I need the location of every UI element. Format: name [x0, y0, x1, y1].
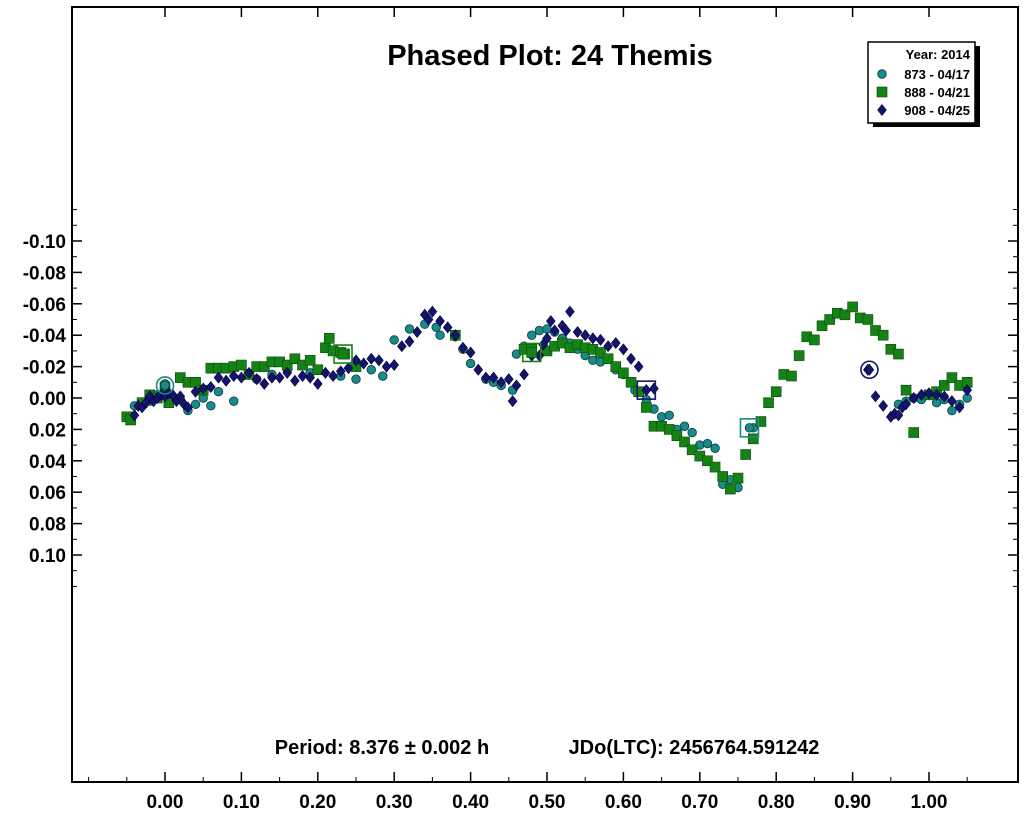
data-point	[305, 355, 315, 365]
data-point	[665, 411, 674, 420]
highlight-point	[745, 424, 754, 433]
highlight-point	[338, 349, 348, 359]
data-point	[236, 360, 246, 370]
data-point	[711, 444, 720, 453]
y-tick-label: -0.02	[23, 358, 66, 379]
data-point	[741, 450, 751, 460]
data-point	[214, 387, 223, 396]
data-point	[786, 371, 796, 381]
data-point	[764, 398, 774, 408]
data-point	[641, 402, 651, 412]
data-point	[618, 368, 628, 378]
data-point	[535, 326, 544, 335]
y-tick-label: 0.06	[29, 483, 66, 504]
x-tick-label: 0.60	[605, 792, 642, 813]
data-point	[878, 330, 888, 340]
data-point	[390, 336, 399, 345]
y-tick-label: -0.06	[23, 295, 66, 316]
data-point	[794, 351, 804, 361]
data-point	[863, 315, 873, 325]
chart-title: Phased Plot: 24 Themis	[387, 40, 713, 72]
data-point	[378, 372, 387, 381]
data-point	[703, 439, 712, 448]
data-point	[718, 472, 728, 482]
y-tick-label: -0.08	[23, 263, 66, 284]
x-tick-label: 0.50	[529, 792, 566, 813]
legend-label: 888 - 04/21	[904, 85, 970, 100]
legend-marker	[877, 87, 887, 97]
x-tick-label: 0.20	[299, 792, 336, 813]
x-tick-label: 0.30	[376, 792, 413, 813]
x-tick-label: 0.80	[758, 792, 795, 813]
y-tick-label: 0.10	[29, 546, 66, 567]
data-point	[710, 462, 720, 472]
data-point	[466, 359, 475, 368]
data-point	[725, 484, 735, 494]
data-point	[229, 397, 238, 406]
y-tick-label: 0.00	[29, 389, 66, 410]
y-tick-label: 0.08	[29, 515, 66, 536]
data-point	[657, 413, 666, 422]
x-tick-label: 0.70	[681, 792, 718, 813]
legend-label: 873 - 04/17	[904, 67, 970, 82]
period-annotation: Period: 8.376 ± 0.002 h	[275, 737, 489, 759]
data-point	[893, 349, 903, 359]
data-point	[680, 422, 689, 431]
x-tick-label: 1.00	[911, 792, 948, 813]
data-point	[324, 333, 334, 343]
data-point	[809, 335, 819, 345]
data-point	[634, 387, 644, 397]
data-point	[352, 375, 361, 384]
legend-title: Year: 2014	[906, 47, 971, 62]
highlight-point	[527, 347, 537, 357]
data-point	[367, 365, 376, 374]
data-point	[626, 377, 636, 387]
data-point	[771, 387, 781, 397]
y-tick-label: 0.04	[29, 452, 66, 473]
data-point	[207, 402, 216, 411]
x-tick-label: 0.90	[834, 792, 871, 813]
data-point	[909, 428, 919, 438]
chart-container: -0.10 -0.08 -0.06 -0.04 -0.02 0.00 0.02 0.04 0.0…	[0, 0, 1030, 834]
phased-plot-chart: -0.10 -0.08 -0.06 -0.04 -0.02 0.00 0.02 0.04 0.0…	[0, 0, 1030, 834]
y-tick-label: -0.04	[23, 326, 67, 347]
data-point	[848, 302, 858, 312]
data-point	[436, 331, 445, 340]
legend-label: 908 - 04/25	[904, 103, 970, 118]
highlight-point	[161, 381, 170, 390]
legend: Year: 2014 873 - 04/17 888 - 04/21 908 - 0…	[868, 42, 980, 127]
epoch-annotation: JDo(LTC): 2456764.591242	[569, 737, 820, 759]
legend-marker	[878, 70, 887, 79]
data-point	[733, 473, 743, 483]
x-tick-label: 0.40	[452, 792, 489, 813]
y-tick-label: 0.02	[29, 420, 66, 441]
data-point	[527, 331, 536, 340]
x-tick-label: 0.00	[147, 792, 184, 813]
data-point	[748, 434, 758, 444]
x-tick-label: 0.10	[223, 792, 260, 813]
data-point	[688, 428, 697, 437]
y-tick-label: -0.10	[23, 232, 66, 253]
data-point	[901, 385, 911, 395]
